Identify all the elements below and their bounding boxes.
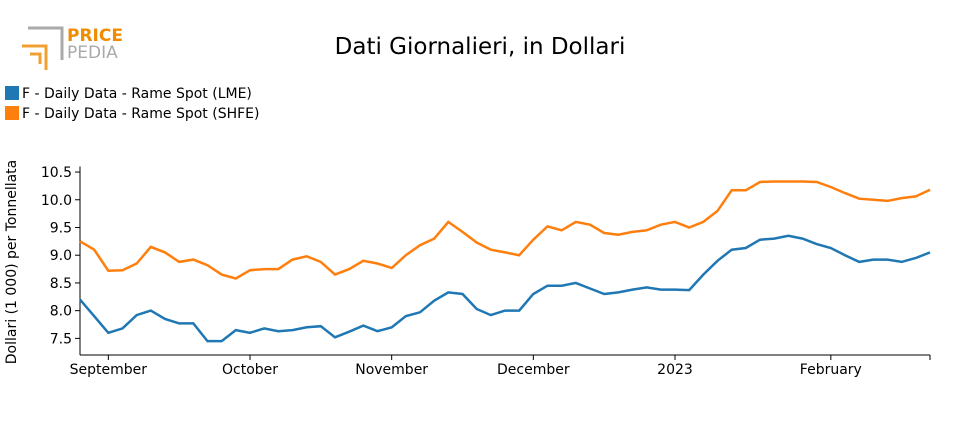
chart-title: Dati Giornalieri, in Dollari [335, 34, 626, 60]
y-tick-label: 8.0 [50, 304, 72, 320]
x-tick-label: September [70, 362, 148, 378]
y-tick-label: 10.5 [41, 165, 72, 181]
x-tick-label: 2023 [657, 362, 693, 378]
series-line [79, 180, 931, 280]
legend-label: F - Daily Data - Rame Spot (SHFE) [22, 106, 259, 122]
x-tick-label: November [355, 362, 428, 378]
x-tick-label: December [497, 362, 570, 378]
legend-swatch [5, 106, 19, 120]
x-tick-label: February [800, 362, 862, 378]
series-line [79, 234, 931, 343]
legend-label: F - Daily Data - Rame Spot (LME) [22, 86, 252, 102]
logo-text: PEDIA [67, 43, 118, 63]
y-tick-label: 9.5 [50, 220, 72, 236]
logo-icon [22, 26, 64, 70]
legend-swatch [5, 86, 19, 100]
y-tick-label: 10.0 [41, 193, 72, 209]
x-tick-label: October [222, 362, 278, 378]
logo-text: PRICE [67, 26, 123, 46]
y-tick-label: 9.0 [50, 248, 72, 264]
y-axis-label: Dollari (1 000) per Tonnellata [4, 160, 20, 364]
y-tick-label: 7.5 [50, 331, 72, 347]
y-tick-label: 8.5 [50, 276, 72, 292]
